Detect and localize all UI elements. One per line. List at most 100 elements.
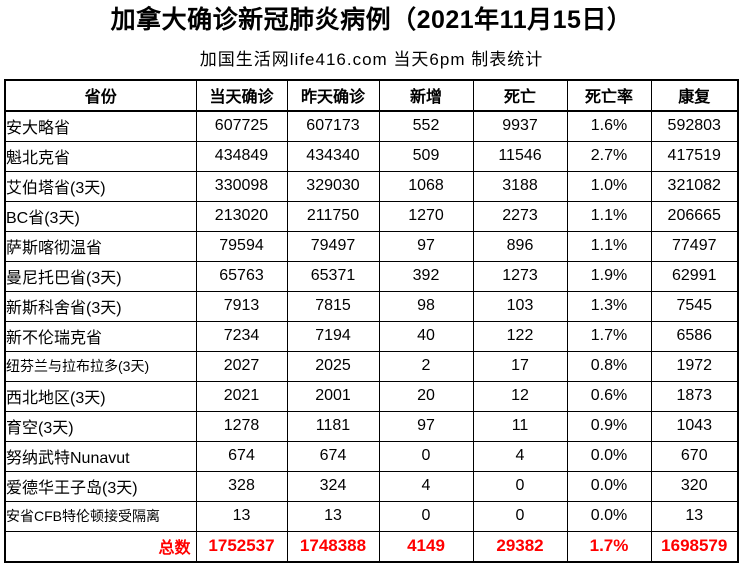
total-death-rate-cell: 1.7% <box>566 530 652 562</box>
covid-cases-table: 省份 当天确诊 昨天确诊 新增 死亡 死亡率 康复 安大略省 607725 6071… <box>4 78 739 563</box>
province-cell: 艾伯塔省(3天) <box>4 170 197 202</box>
deaths-cell: 11546 <box>472 140 568 172</box>
recovered-cell: 13 <box>650 500 739 532</box>
province-cell: 安大略省 <box>4 110 197 142</box>
province-cell: 曼尼托巴省(3天) <box>4 260 197 292</box>
new-cases-cell: 1068 <box>378 170 474 202</box>
province-cell: 萨斯喀彻温省 <box>4 230 197 262</box>
province-cell: 努纳武特Nunavut <box>4 440 197 472</box>
today-confirmed-cell: 1278 <box>195 410 288 442</box>
new-cases-cell: 4 <box>378 470 474 502</box>
new-cases-cell: 392 <box>378 260 474 292</box>
today-confirmed-cell: 7234 <box>195 320 288 352</box>
today-confirmed-cell: 330098 <box>195 170 288 202</box>
recovered-cell: 6586 <box>650 320 739 352</box>
deaths-cell: 2273 <box>472 200 568 232</box>
new-cases-cell: 2 <box>378 350 474 382</box>
deaths-cell: 1273 <box>472 260 568 292</box>
deaths-cell: 103 <box>472 290 568 322</box>
new-cases-cell: 40 <box>378 320 474 352</box>
today-confirmed-cell: 434849 <box>195 140 288 172</box>
new-cases-cell: 509 <box>378 140 474 172</box>
column-header-province: 省份 <box>4 79 197 112</box>
yesterday-confirmed-cell: 13 <box>286 500 380 532</box>
table-row: 魁北克省 434849 434340 509 11546 2.7% 417519 <box>4 140 739 172</box>
yesterday-confirmed-cell: 607173 <box>286 110 380 142</box>
deaths-cell: 17 <box>472 350 568 382</box>
yesterday-confirmed-cell: 2025 <box>286 350 380 382</box>
province-cell: 育空(3天) <box>4 410 197 442</box>
recovered-cell: 670 <box>650 440 739 472</box>
deaths-cell: 122 <box>472 320 568 352</box>
death-rate-cell: 1.6% <box>566 110 652 142</box>
recovered-cell: 321082 <box>650 170 739 202</box>
total-recovered-cell: 1698579 <box>650 530 739 562</box>
recovered-cell: 417519 <box>650 140 739 172</box>
column-header-death-rate: 死亡率 <box>566 79 652 112</box>
table-row: 安大略省 607725 607173 552 9937 1.6% 592803 <box>4 110 739 142</box>
header-row: 省份 当天确诊 昨天确诊 新增 死亡 死亡率 康复 <box>4 79 739 112</box>
table-row: 新不伦瑞克省 7234 7194 40 122 1.7% 6586 <box>4 320 739 352</box>
table-row: 安省CFB特伦顿接受隔离 13 13 0 0 0.0% 13 <box>4 500 739 532</box>
province-cell: BC省(3天) <box>4 200 197 232</box>
death-rate-cell: 0.9% <box>566 410 652 442</box>
total-label: 总数 <box>4 530 197 562</box>
recovered-cell: 62991 <box>650 260 739 292</box>
deaths-cell: 0 <box>472 470 568 502</box>
recovered-cell: 1972 <box>650 350 739 382</box>
page-title: 加拿大确诊新冠肺炎病例（2021年11月15日） <box>110 6 633 34</box>
death-rate-cell: 0.0% <box>566 470 652 502</box>
yesterday-confirmed-cell: 2001 <box>286 380 380 412</box>
deaths-cell: 9937 <box>472 110 568 142</box>
death-rate-cell: 1.1% <box>566 230 652 262</box>
new-cases-cell: 0 <box>378 500 474 532</box>
table-row: 新斯科舍省(3天) 7913 7815 98 103 1.3% 7545 <box>4 290 739 322</box>
new-cases-cell: 0 <box>378 440 474 472</box>
column-header-new-cases: 新增 <box>378 79 474 112</box>
today-confirmed-cell: 65763 <box>195 260 288 292</box>
new-cases-cell: 98 <box>378 290 474 322</box>
new-cases-cell: 20 <box>378 380 474 412</box>
new-cases-cell: 552 <box>378 110 474 142</box>
table-row: 艾伯塔省(3天) 330098 329030 1068 3188 1.0% 321082 <box>4 170 739 202</box>
yesterday-confirmed-cell: 329030 <box>286 170 380 202</box>
total-deaths-cell: 29382 <box>472 530 568 562</box>
table-row: 努纳武特Nunavut 674 674 0 4 0.0% 670 <box>4 440 739 472</box>
recovered-cell: 7545 <box>650 290 739 322</box>
yesterday-confirmed-cell: 1181 <box>286 410 380 442</box>
total-new-cases-cell: 4149 <box>378 530 474 562</box>
death-rate-cell: 1.1% <box>566 200 652 232</box>
column-header-today-confirmed: 当天确诊 <box>195 79 288 112</box>
new-cases-cell: 97 <box>378 410 474 442</box>
death-rate-cell: 1.7% <box>566 320 652 352</box>
deaths-cell: 4 <box>472 440 568 472</box>
death-rate-cell: 1.9% <box>566 260 652 292</box>
recovered-cell: 592803 <box>650 110 739 142</box>
yesterday-confirmed-cell: 211750 <box>286 200 380 232</box>
death-rate-cell: 2.7% <box>566 140 652 172</box>
table-row: 爱德华王子岛(3天) 328 324 4 0 0.0% 320 <box>4 470 739 502</box>
yesterday-confirmed-cell: 674 <box>286 440 380 472</box>
yesterday-confirmed-cell: 7194 <box>286 320 380 352</box>
table-row: 育空(3天) 1278 1181 97 11 0.9% 1043 <box>4 410 739 442</box>
today-confirmed-cell: 7913 <box>195 290 288 322</box>
today-confirmed-cell: 13 <box>195 500 288 532</box>
recovered-cell: 1043 <box>650 410 739 442</box>
death-rate-cell: 0.8% <box>566 350 652 382</box>
table-row: 西北地区(3天) 2021 2001 20 12 0.6% 1873 <box>4 380 739 412</box>
death-rate-cell: 0.0% <box>566 440 652 472</box>
yesterday-confirmed-cell: 324 <box>286 470 380 502</box>
table-row: 纽芬兰与拉布拉多(3天) 2027 2025 2 17 0.8% 1972 <box>4 350 739 382</box>
province-cell: 安省CFB特伦顿接受隔离 <box>4 500 197 532</box>
today-confirmed-cell: 213020 <box>195 200 288 232</box>
province-cell: 新斯科舍省(3天) <box>4 290 197 322</box>
total-yesterday-confirmed-cell: 1748388 <box>286 530 380 562</box>
today-confirmed-cell: 328 <box>195 470 288 502</box>
deaths-cell: 896 <box>472 230 568 262</box>
today-confirmed-cell: 79594 <box>195 230 288 262</box>
yesterday-confirmed-cell: 79497 <box>286 230 380 262</box>
table-row: 萨斯喀彻温省 79594 79497 97 896 1.1% 77497 <box>4 230 739 262</box>
column-header-recovered: 康复 <box>650 79 739 112</box>
table-row: 曼尼托巴省(3天) 65763 65371 392 1273 1.9% 62991 <box>4 260 739 292</box>
